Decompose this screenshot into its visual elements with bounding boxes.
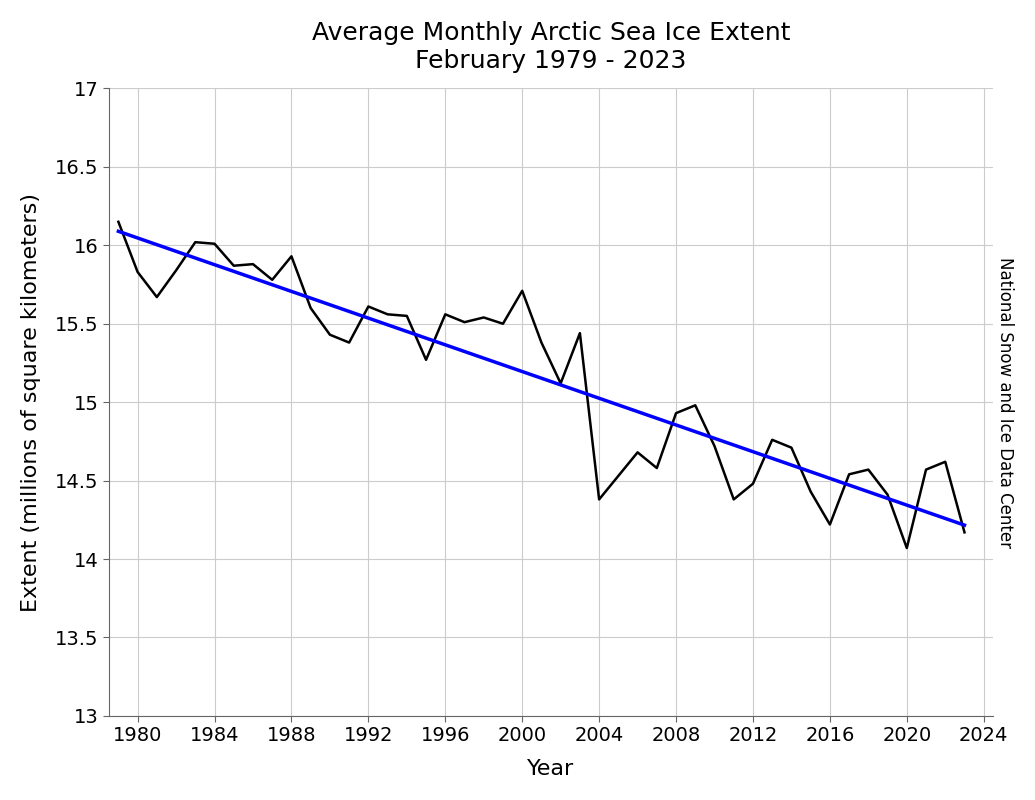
Y-axis label: Extent (millions of square kilometers): Extent (millions of square kilometers) [21, 193, 40, 612]
X-axis label: Year: Year [528, 759, 574, 779]
Y-axis label: National Snow and Ice Data Center: National Snow and Ice Data Center [996, 257, 1014, 548]
Title: Average Monthly Arctic Sea Ice Extent
February 1979 - 2023: Average Monthly Arctic Sea Ice Extent Fe… [312, 21, 791, 73]
